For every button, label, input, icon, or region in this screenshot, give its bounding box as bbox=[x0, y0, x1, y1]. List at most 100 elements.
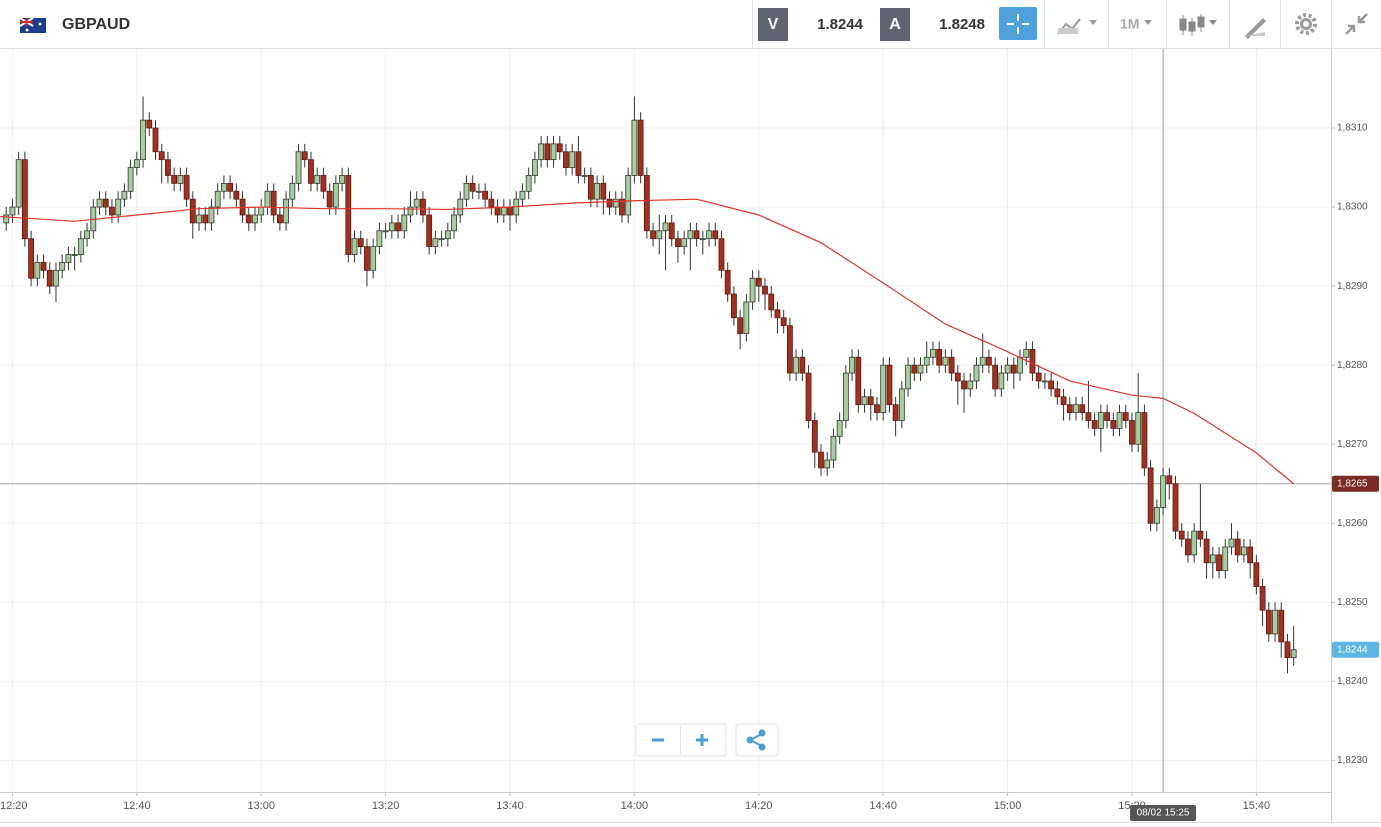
candle-body bbox=[849, 356, 855, 374]
candle-body bbox=[65, 254, 72, 263]
candle-body bbox=[1104, 412, 1110, 421]
candle-body bbox=[189, 198, 196, 224]
bid-label: V bbox=[768, 16, 779, 33]
candle-body bbox=[855, 356, 862, 406]
candle-body bbox=[886, 364, 893, 406]
candle-body bbox=[202, 214, 209, 224]
candle-body bbox=[824, 459, 831, 469]
candle-body bbox=[109, 206, 115, 216]
candle-body bbox=[1247, 546, 1254, 564]
zoom-out-button[interactable] bbox=[637, 725, 680, 755]
candle-body bbox=[270, 190, 277, 216]
x-tick-label: 14:20 bbox=[745, 800, 773, 812]
axes: 1,8230 1,8240 1,8250 1,8260 1,8270 1,8280 1,82… bbox=[0, 49, 1381, 823]
candle-body bbox=[612, 198, 619, 208]
candle-body bbox=[737, 317, 744, 334]
candle-body bbox=[1197, 530, 1204, 540]
candle-body bbox=[53, 269, 59, 287]
plot-area: 1,8230 1,8240 1,8250 1,8260 1,8270 1,8280 1,82… bbox=[0, 49, 1381, 823]
candle-body bbox=[1066, 404, 1073, 413]
bid-button[interactable] bbox=[758, 8, 788, 41]
candle-body bbox=[1290, 649, 1297, 659]
reference-tag-label: 1,8265 bbox=[1337, 478, 1368, 489]
candle-body bbox=[21, 159, 28, 240]
drawing-tools-button[interactable] bbox=[1245, 18, 1266, 39]
chart-type-button[interactable] bbox=[1057, 18, 1097, 35]
candle-body bbox=[668, 222, 675, 240]
timeframe[interactable]: 1M bbox=[1120, 16, 1139, 32]
candle-body bbox=[1041, 380, 1048, 383]
candle-body bbox=[992, 364, 999, 390]
x-tick-label: 14:00 bbox=[621, 800, 649, 812]
candle-body bbox=[1141, 412, 1148, 469]
zoom-in-button[interactable] bbox=[681, 725, 725, 755]
zoom-controls bbox=[635, 723, 779, 757]
collapse-button[interactable] bbox=[1345, 13, 1368, 35]
settings-button[interactable] bbox=[1295, 13, 1317, 35]
candle-body bbox=[1110, 420, 1117, 429]
candle-body bbox=[1017, 356, 1023, 374]
candle-body bbox=[687, 230, 694, 240]
bid-price: 1.8244 bbox=[817, 16, 864, 33]
candle-body bbox=[376, 230, 383, 248]
candle-body bbox=[115, 198, 122, 216]
candle-body bbox=[786, 325, 793, 374]
candle-body bbox=[1191, 530, 1198, 556]
candle-body bbox=[1048, 380, 1055, 390]
candle-body bbox=[444, 230, 451, 240]
candle-body bbox=[550, 143, 557, 161]
y-tick-label: 1,8270 bbox=[1337, 439, 1368, 450]
candle-body bbox=[563, 151, 569, 168]
candle-body bbox=[289, 182, 296, 200]
candle-body bbox=[749, 277, 756, 303]
crosshair-tag-label: 08/02 15:25 bbox=[1137, 808, 1190, 819]
candle-body bbox=[979, 356, 986, 366]
candle-body bbox=[463, 182, 470, 200]
candle-body bbox=[84, 230, 90, 240]
candle-body bbox=[233, 190, 240, 200]
candle-body bbox=[77, 238, 84, 255]
candle-body bbox=[830, 435, 837, 461]
candle-body bbox=[1085, 412, 1092, 421]
candle-body bbox=[183, 175, 190, 200]
candle-body bbox=[102, 198, 109, 208]
candle-body bbox=[264, 190, 271, 208]
candle-body bbox=[3, 214, 10, 224]
candle-body bbox=[768, 293, 775, 311]
candle-body bbox=[675, 238, 681, 248]
y-tick-label: 1,8280 bbox=[1337, 360, 1368, 371]
candle-body bbox=[295, 151, 302, 184]
candle-body bbox=[133, 159, 140, 168]
candle-body bbox=[581, 175, 588, 177]
x-tick-label: 13:40 bbox=[496, 800, 524, 812]
candle-body bbox=[34, 262, 41, 279]
toolbar bbox=[0, 0, 1381, 48]
candle-body bbox=[1209, 554, 1216, 564]
candle-body bbox=[525, 175, 532, 192]
candle-body bbox=[345, 175, 352, 255]
x-tick-label: 12:40 bbox=[123, 800, 151, 812]
candle-body bbox=[1029, 348, 1036, 374]
share-button[interactable] bbox=[735, 723, 779, 757]
candle-body bbox=[1054, 388, 1061, 398]
candle-body bbox=[488, 198, 495, 208]
candle-body bbox=[146, 119, 153, 129]
candle-body bbox=[1216, 554, 1222, 572]
candle-body bbox=[1160, 475, 1166, 508]
candle-body bbox=[320, 175, 327, 192]
candle-body bbox=[426, 214, 433, 248]
candle-body bbox=[420, 198, 426, 216]
candle-body bbox=[301, 151, 308, 161]
candle-body bbox=[227, 182, 234, 192]
candle-body bbox=[818, 451, 824, 469]
candle-body bbox=[451, 214, 457, 232]
crosshair-button[interactable] bbox=[999, 7, 1037, 40]
candle-body bbox=[569, 151, 576, 168]
candle-style-button[interactable] bbox=[1179, 14, 1217, 36]
ask-button[interactable] bbox=[880, 8, 910, 41]
candle-body bbox=[780, 317, 787, 327]
candle-body bbox=[40, 262, 47, 271]
dropdown-caret bbox=[1144, 20, 1152, 25]
candle-body bbox=[395, 222, 401, 232]
